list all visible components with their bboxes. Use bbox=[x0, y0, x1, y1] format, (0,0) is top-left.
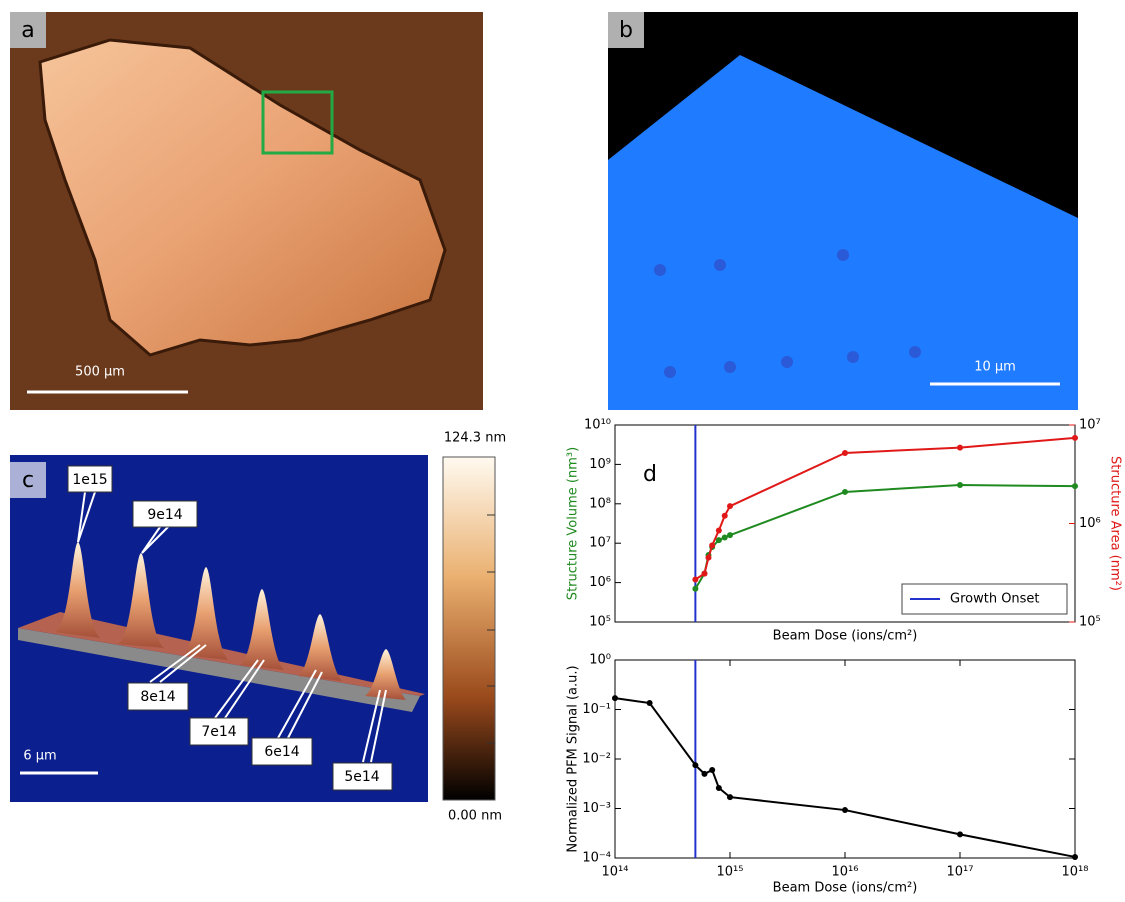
y-tick-label: 10⁻² bbox=[582, 752, 611, 767]
x-axis-label: Beam Dose (ions/cm²) bbox=[773, 881, 918, 896]
y2-axis-label: Structure Area (nm²) bbox=[1108, 456, 1123, 591]
peak-label: 7e14 bbox=[201, 724, 236, 740]
data-point bbox=[716, 527, 722, 533]
x-tick-label: 10¹⁷ bbox=[947, 865, 974, 880]
panel-label: c bbox=[22, 468, 34, 493]
y-tick-label: 10⁹ bbox=[589, 457, 611, 472]
data-point bbox=[1072, 483, 1078, 489]
data-point bbox=[692, 577, 698, 583]
y-axis-label: Structure Volume (nm³) bbox=[566, 447, 581, 600]
data-point bbox=[692, 762, 698, 768]
y-tick-label: 10⁵ bbox=[589, 615, 611, 630]
y2-tick-label: 10⁵ bbox=[1079, 615, 1101, 630]
series-line bbox=[695, 438, 1075, 580]
y2-tick-label: 10⁶ bbox=[1079, 516, 1101, 531]
data-point bbox=[727, 794, 733, 800]
figure: a 500 µm b 10 µm 1e15 9e14 8e14 7e14 6e1… bbox=[0, 0, 1125, 898]
y-tick-label: 10¹⁰ bbox=[584, 418, 611, 433]
data-point bbox=[716, 537, 722, 543]
data-point bbox=[957, 831, 963, 837]
x-tick-label: 10¹⁶ bbox=[832, 865, 859, 880]
peak-label: 8e14 bbox=[140, 689, 175, 705]
panel-label: d bbox=[643, 462, 657, 487]
data-point bbox=[1072, 854, 1078, 860]
y-tick-label: 10⁰ bbox=[589, 653, 611, 668]
data-point bbox=[709, 767, 715, 773]
data-point bbox=[612, 695, 618, 701]
y-tick-label: 10⁷ bbox=[589, 536, 611, 551]
y-tick-label: 10⁻⁴ bbox=[582, 851, 611, 866]
panel-c: 1e15 9e14 8e14 7e14 6e14 5e14 c 6 µm 124… bbox=[10, 431, 506, 824]
panel-label: b bbox=[619, 18, 633, 43]
x-tick-label: 10¹⁵ bbox=[717, 865, 744, 880]
data-point bbox=[957, 482, 963, 488]
y-tick-label: 10⁻¹ bbox=[582, 702, 611, 717]
data-point bbox=[957, 445, 963, 451]
data-point bbox=[727, 532, 733, 538]
peak-label: 5e14 bbox=[344, 769, 379, 785]
data-point bbox=[727, 503, 733, 509]
x-axis-label: Beam Dose (ions/cm²) bbox=[773, 629, 918, 644]
data-point bbox=[842, 450, 848, 456]
data-point bbox=[716, 785, 722, 791]
peak-label: 1e15 bbox=[72, 472, 107, 488]
data-point bbox=[692, 586, 698, 592]
data-point bbox=[701, 571, 707, 577]
data-point bbox=[1072, 435, 1078, 441]
panel-a: a 500 µm bbox=[10, 12, 483, 410]
data-point bbox=[647, 700, 653, 706]
legend-label: Growth Onset bbox=[950, 592, 1040, 607]
data-point bbox=[842, 489, 848, 495]
y2-tick-label: 10⁷ bbox=[1079, 418, 1101, 433]
data-point bbox=[705, 555, 711, 561]
y-axis-label: Normalized PFM Signal (a.u.) bbox=[566, 665, 581, 852]
colorbar-max: 124.3 nm bbox=[444, 431, 506, 446]
panel-label: a bbox=[21, 18, 34, 43]
series-line bbox=[615, 698, 1075, 857]
scale-bar-label: 10 µm bbox=[974, 360, 1016, 375]
x-tick-label: 10¹⁸ bbox=[1062, 865, 1089, 880]
plot-frame bbox=[615, 660, 1075, 858]
data-point bbox=[722, 513, 728, 519]
scale-bar-label: 500 µm bbox=[75, 365, 125, 380]
y-tick-label: 10⁻³ bbox=[582, 801, 611, 816]
colorbar-min: 0.00 nm bbox=[448, 809, 502, 824]
y-tick-label: 10⁶ bbox=[589, 575, 611, 590]
data-point bbox=[701, 771, 707, 777]
colorbar bbox=[443, 457, 495, 800]
data-point bbox=[709, 542, 715, 548]
peak-label: 6e14 bbox=[264, 744, 299, 760]
peak-label: 9e14 bbox=[147, 507, 182, 523]
data-point bbox=[722, 534, 728, 540]
y-tick-label: 10⁸ bbox=[589, 496, 611, 511]
panel-b: b 10 µm bbox=[608, 12, 1078, 410]
scale-bar-label: 6 µm bbox=[23, 749, 56, 764]
data-point bbox=[842, 807, 848, 813]
x-tick-label: 10¹⁴ bbox=[602, 865, 629, 880]
series-line bbox=[695, 485, 1075, 589]
